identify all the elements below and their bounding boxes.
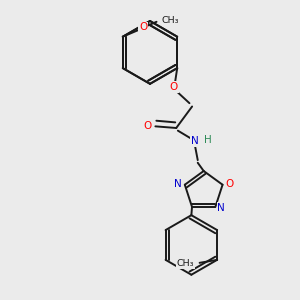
Text: O: O [143, 121, 151, 131]
Text: CH₃: CH₃ [176, 259, 194, 268]
Text: O: O [225, 179, 233, 189]
Text: N: N [174, 179, 182, 189]
Text: H: H [204, 135, 212, 145]
Text: O: O [170, 82, 178, 92]
Text: CH₃: CH₃ [161, 16, 179, 25]
Text: N: N [218, 203, 225, 213]
Text: N: N [190, 136, 198, 146]
Text: O: O [139, 22, 147, 32]
